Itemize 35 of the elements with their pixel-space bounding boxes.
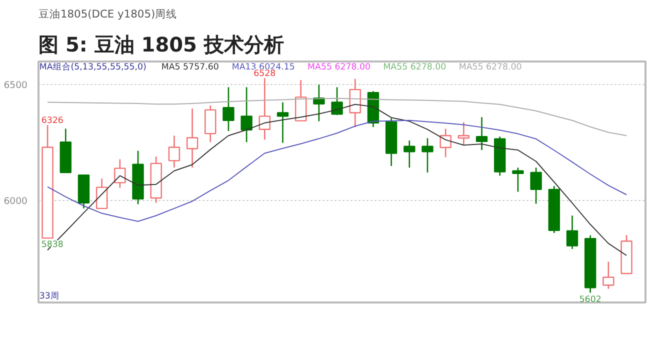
candlestick — [440, 128, 452, 158]
candlestick — [276, 102, 289, 144]
candlestick — [476, 116, 488, 151]
candlestick — [331, 86, 343, 116]
candlestick — [530, 166, 542, 204]
annotation: MA55 6278.00 — [383, 62, 446, 73]
candlestick — [512, 166, 524, 192]
candlestick — [458, 122, 470, 146]
candlestick — [222, 86, 234, 132]
y-tick-label: 6000 — [4, 196, 28, 208]
candlestick — [349, 78, 361, 128]
candlestick — [114, 158, 126, 188]
candlestick — [186, 108, 198, 168]
candlestick — [240, 86, 252, 143]
candlestick — [258, 78, 270, 140]
annotation: MA55 6278.00 — [308, 62, 371, 73]
candlestick — [602, 261, 614, 290]
y-tick-label: 6500 — [4, 80, 28, 92]
chart-subtitle: 豆油1805(DCE y1805)周线 — [38, 8, 178, 20]
annotation: 5838 — [41, 240, 64, 250]
annotation: 6326 — [41, 116, 64, 126]
annotation: MA组合(5,13,55,55,55,0) — [39, 62, 146, 73]
annotation: 6528 — [254, 69, 276, 80]
candlestick — [96, 178, 108, 210]
text: MA5 5757.60 — [161, 62, 219, 73]
chart-title: 图 5: 豆油 1805 技术分析 — [38, 32, 284, 56]
candlestick — [294, 79, 307, 122]
candlestick — [168, 135, 180, 168]
annotation: 33周 — [39, 290, 60, 302]
candlestick — [566, 214, 578, 250]
text: MA55 6278.00 — [458, 62, 522, 73]
annotation: 5602 — [579, 294, 602, 305]
candlestick — [404, 140, 416, 168]
candlestick — [422, 138, 434, 174]
candlestick — [204, 104, 216, 143]
